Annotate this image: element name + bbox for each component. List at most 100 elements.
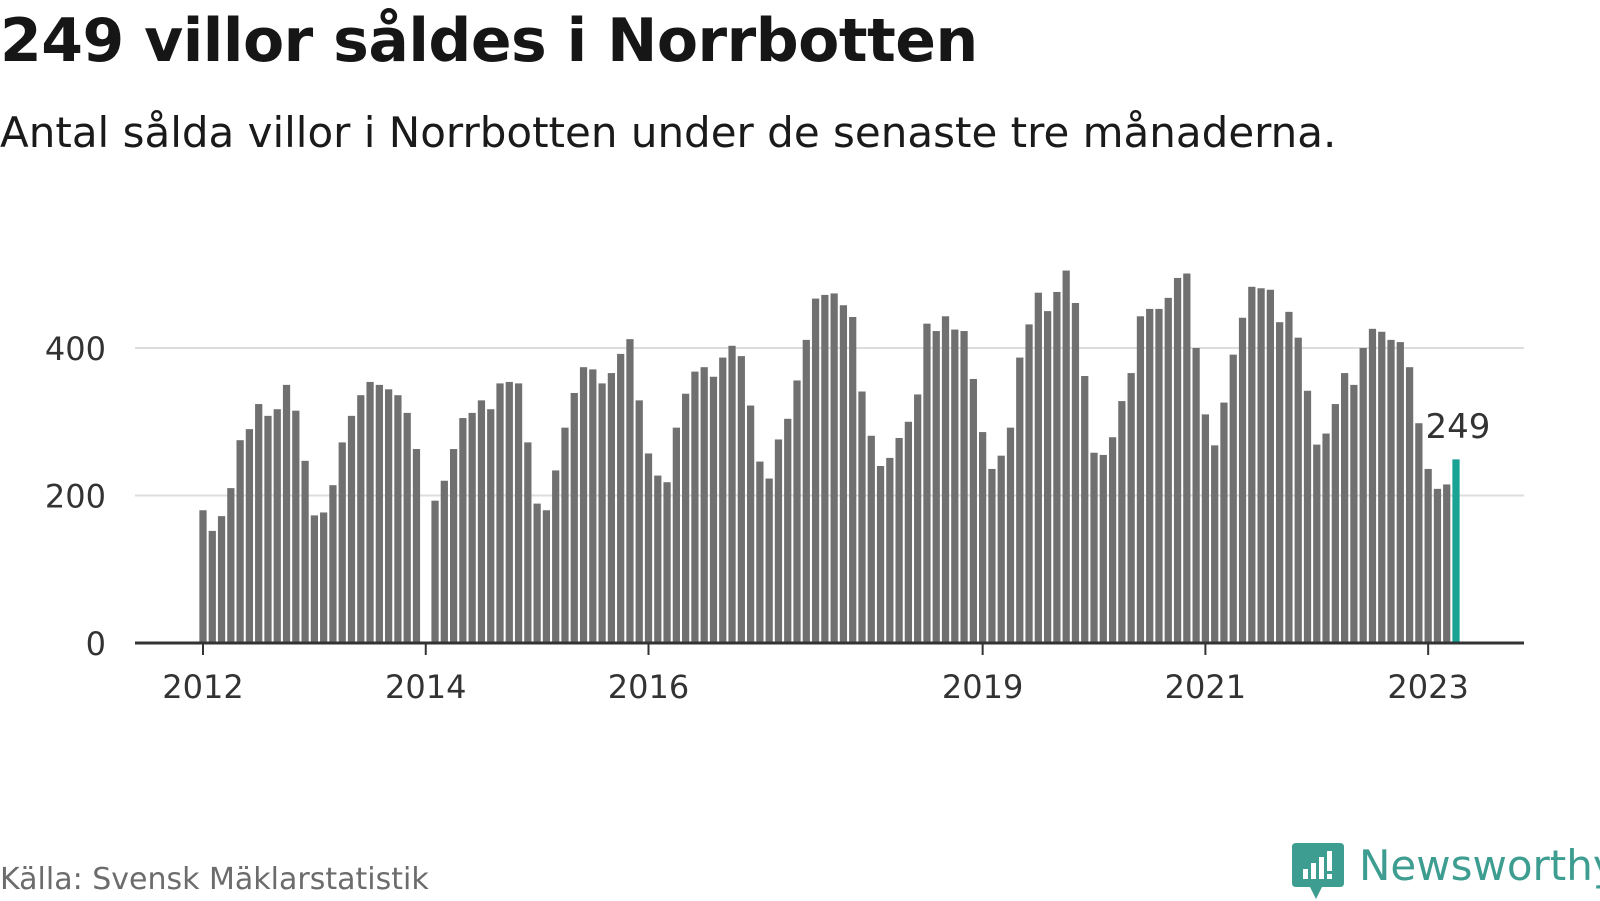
newsworthy-logo-icon [1292, 843, 1344, 899]
bar [1053, 291, 1061, 643]
bar [1062, 270, 1070, 643]
bar [830, 293, 838, 643]
bar-series [199, 270, 1460, 644]
x-tick-label: 2014 [385, 668, 466, 706]
bar [858, 391, 866, 643]
bar [635, 400, 643, 643]
bar [301, 460, 309, 643]
bar [1164, 297, 1172, 643]
bar [941, 316, 950, 643]
bar [1044, 311, 1052, 644]
x-tick-label: 2012 [162, 668, 243, 706]
highlight-bar [1452, 459, 1460, 643]
bar [811, 298, 820, 643]
bar [1331, 404, 1339, 643]
bar [1071, 303, 1080, 643]
x-tick-label: 2021 [1165, 668, 1246, 706]
bar [1183, 273, 1191, 643]
bar [1257, 288, 1265, 643]
bar [505, 381, 513, 643]
bar [1276, 322, 1284, 643]
bar [329, 485, 337, 643]
bar [932, 331, 940, 643]
chart-subtitle: Antal sålda villor i Norrbotten under de… [0, 108, 1337, 157]
newsworthy-logo: Newsworthy [1292, 841, 1600, 899]
bar [1285, 311, 1293, 643]
bar [793, 380, 801, 643]
bar [208, 530, 216, 643]
bar [1378, 331, 1386, 643]
bar [1155, 308, 1163, 643]
bar [988, 468, 996, 643]
y-tick-label: 400 [45, 330, 106, 368]
bar [1034, 292, 1042, 643]
bar [255, 404, 263, 643]
bar [672, 427, 680, 643]
bar [589, 369, 597, 643]
newsworthy-logo-text: Newsworthy [1359, 841, 1600, 890]
bar [1136, 316, 1145, 643]
bar [273, 409, 281, 643]
bar [1201, 414, 1210, 644]
bar [449, 449, 458, 643]
bar [839, 305, 848, 643]
bar [904, 421, 913, 643]
bar [366, 381, 374, 643]
bar [1303, 390, 1312, 643]
bar [969, 378, 977, 643]
bar [1350, 384, 1358, 644]
bar [1405, 367, 1414, 643]
bar [765, 478, 773, 643]
bar [357, 395, 365, 643]
bar [849, 317, 857, 643]
x-tick-label: 2023 [1387, 668, 1468, 706]
bar [1173, 277, 1182, 643]
bar [895, 437, 903, 643]
bar [626, 339, 634, 643]
bar [468, 412, 476, 643]
axes [135, 641, 1524, 655]
bar [1127, 373, 1135, 643]
bar [1415, 423, 1423, 643]
bar [1433, 488, 1442, 643]
bar [338, 442, 346, 643]
bar [1220, 402, 1228, 643]
highlight-label-halo: 249 [1426, 407, 1491, 447]
bar [691, 371, 699, 643]
bar [1006, 427, 1015, 643]
bar [914, 394, 922, 643]
bar [737, 356, 745, 643]
source-note: Källa: Svensk Mäklarstatistik [0, 862, 429, 897]
bar [403, 412, 411, 643]
bar [292, 410, 300, 643]
bar [1090, 452, 1098, 643]
bar [1099, 454, 1107, 643]
bar [570, 392, 578, 643]
highlight-value-label: 249 [1426, 407, 1491, 447]
bar [533, 503, 541, 643]
bar [607, 373, 616, 643]
bar [756, 461, 764, 643]
bar [1396, 342, 1404, 643]
bar [1387, 339, 1395, 643]
bar [1108, 437, 1117, 643]
bar [1229, 354, 1237, 643]
bar [1192, 348, 1200, 643]
bar [1359, 348, 1367, 643]
bar [1266, 289, 1274, 643]
bar [821, 294, 829, 643]
bar [1313, 444, 1321, 643]
bar [802, 339, 810, 643]
bar [320, 512, 328, 643]
bar [979, 432, 987, 643]
bar [654, 475, 662, 643]
bar [412, 449, 421, 643]
bar [746, 405, 755, 643]
bar [579, 367, 588, 643]
bar [310, 515, 318, 643]
bar [459, 418, 467, 643]
y-tick-label: 0 [86, 625, 106, 663]
bar [728, 345, 736, 643]
bar [951, 329, 959, 643]
